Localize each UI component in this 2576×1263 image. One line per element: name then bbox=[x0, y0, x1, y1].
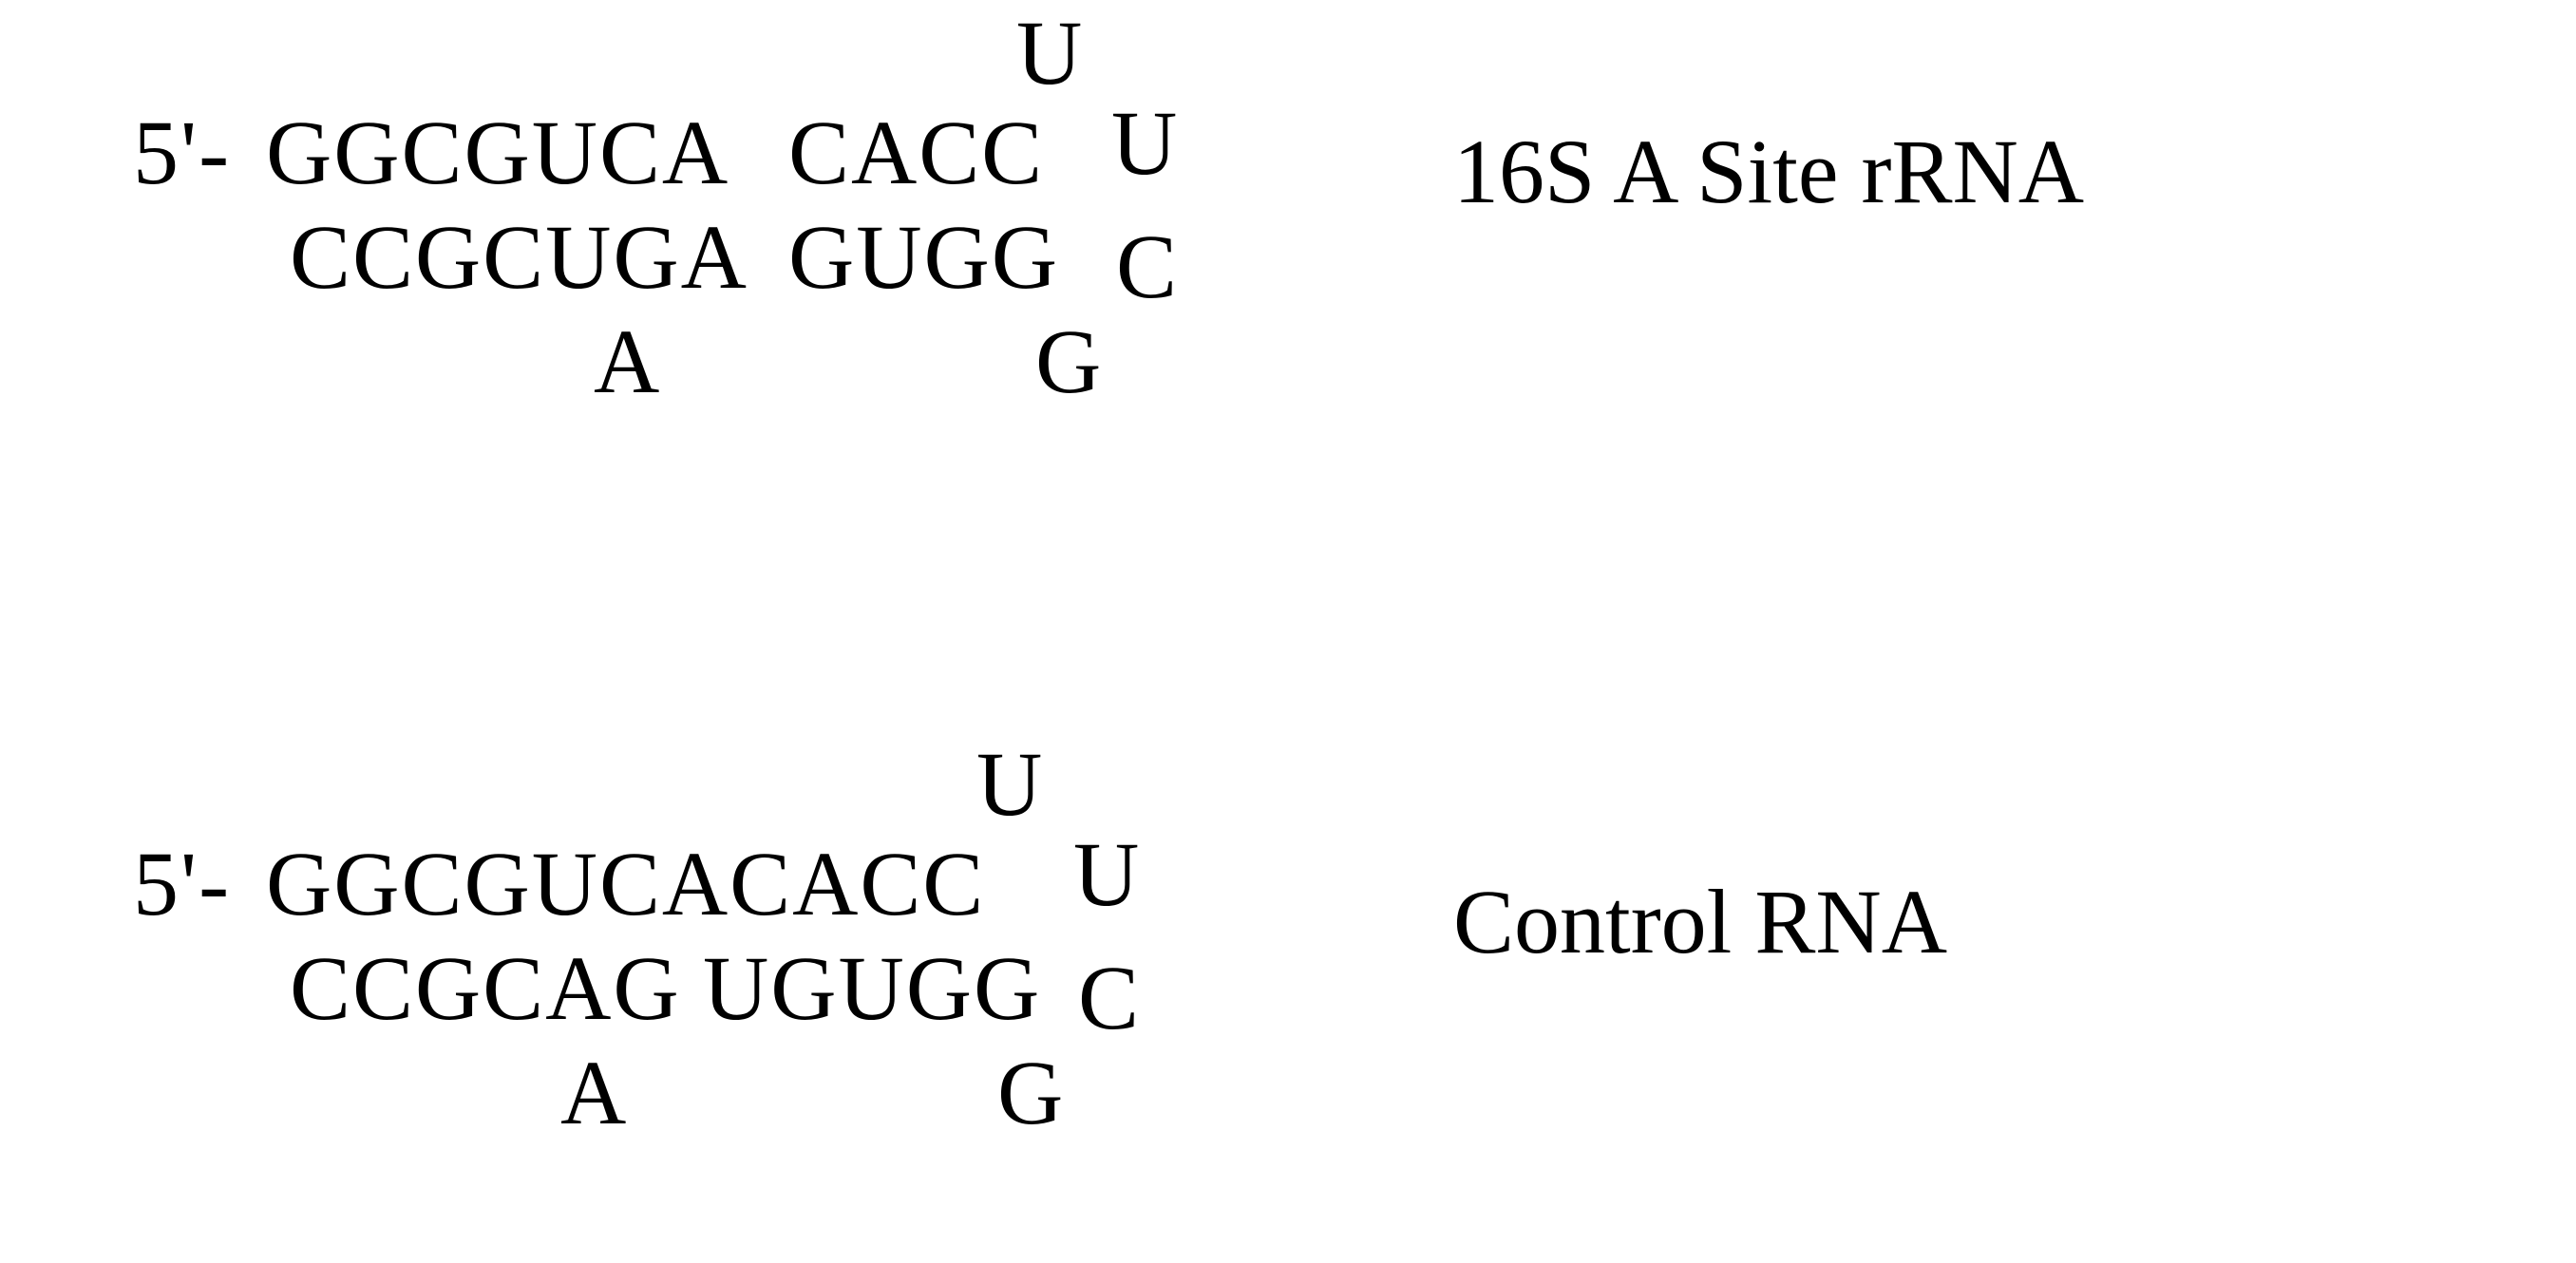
loop-top-u: U bbox=[976, 731, 1042, 837]
bottom-strand-seg2: GUGG bbox=[788, 204, 1059, 310]
loop-right-lower: C bbox=[1078, 945, 1139, 1050]
loop-bottom-g: G bbox=[997, 1040, 1063, 1145]
top-strand-seg1: GGCGUCA bbox=[266, 100, 729, 205]
loop-top-u: U bbox=[1016, 0, 1082, 105]
bottom-strand-seg1: CCGCUGA bbox=[290, 204, 748, 310]
loop-right-upper: U bbox=[1111, 90, 1177, 196]
five-prime-label: 5'- bbox=[133, 831, 231, 936]
loop-right-upper: U bbox=[1073, 821, 1139, 927]
structure-control: U 5'- GGCGUCACACC U CCGCAG UGUGG C A G C… bbox=[142, 760, 2422, 1159]
bulge-a: A bbox=[560, 1040, 626, 1145]
top-strand-seg1: GGCGUCACACC bbox=[266, 831, 985, 936]
five-prime-label: 5'- bbox=[133, 100, 231, 205]
loop-right-lower: C bbox=[1116, 214, 1177, 319]
bottom-strand-seg1: CCGCAG bbox=[290, 935, 681, 1041]
structure-label: 16S A Site rRNA bbox=[1453, 119, 2084, 224]
top-strand-seg2: CACC bbox=[788, 100, 1044, 205]
structure-16s: U 5'- GGCGUCA CACC U CCGCUGA GUGG C A G … bbox=[142, 28, 2422, 427]
figure-container: U 5'- GGCGUCA CACC U CCGCUGA GUGG C A G … bbox=[142, 28, 2422, 1263]
bottom-strand-seg2: UGUGG bbox=[703, 935, 1041, 1041]
structure-label: Control RNA bbox=[1453, 869, 1947, 974]
loop-bottom-g: G bbox=[1035, 309, 1101, 414]
bulge-a: A bbox=[594, 309, 659, 414]
